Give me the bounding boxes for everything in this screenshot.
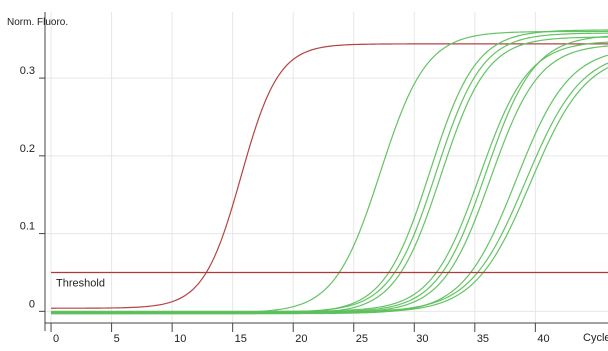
grid [45, 12, 608, 323]
x-tick-label: 20 [295, 333, 307, 345]
x-tick-label: 35 [477, 333, 489, 345]
x-tick-label: 0 [53, 333, 59, 345]
x-tick-label: 30 [416, 333, 428, 345]
series-line-reference[interactable] [51, 43, 608, 309]
series-layer [51, 29, 608, 315]
threshold-layer: Threshold [51, 271, 608, 289]
x-tick-label: 5 [114, 333, 120, 345]
series-line-sample[interactable] [51, 54, 608, 315]
y-tick-label: 0.3 [20, 65, 35, 77]
series-line-sample[interactable] [51, 67, 608, 314]
y-ticks: 0 0.1 0.2 0.3 [20, 65, 45, 312]
series-line-sample[interactable] [51, 32, 608, 313]
x-tick-label: 10 [174, 333, 186, 345]
series-line-sample[interactable] [51, 62, 608, 313]
y-tick-label: 0.2 [20, 143, 35, 155]
threshold-label: Threshold [56, 277, 105, 289]
y-tick-label: 0 [29, 298, 35, 310]
x-axis-title: Cycle [583, 332, 608, 344]
series-line-sample[interactable] [51, 30, 608, 314]
axes [44, 12, 608, 331]
y-axis-title: Norm. Fluoro. [7, 17, 68, 28]
series-line-sample[interactable] [51, 29, 608, 314]
y-tick-label: 0.1 [20, 221, 35, 233]
x-tick-label: 25 [356, 333, 368, 345]
x-ticks: 0 5 10 15 20 25 30 35 40 [50, 323, 550, 345]
series-line-sample[interactable] [51, 41, 608, 312]
x-tick-label: 40 [537, 333, 549, 345]
x-tick-label: 15 [235, 333, 247, 345]
